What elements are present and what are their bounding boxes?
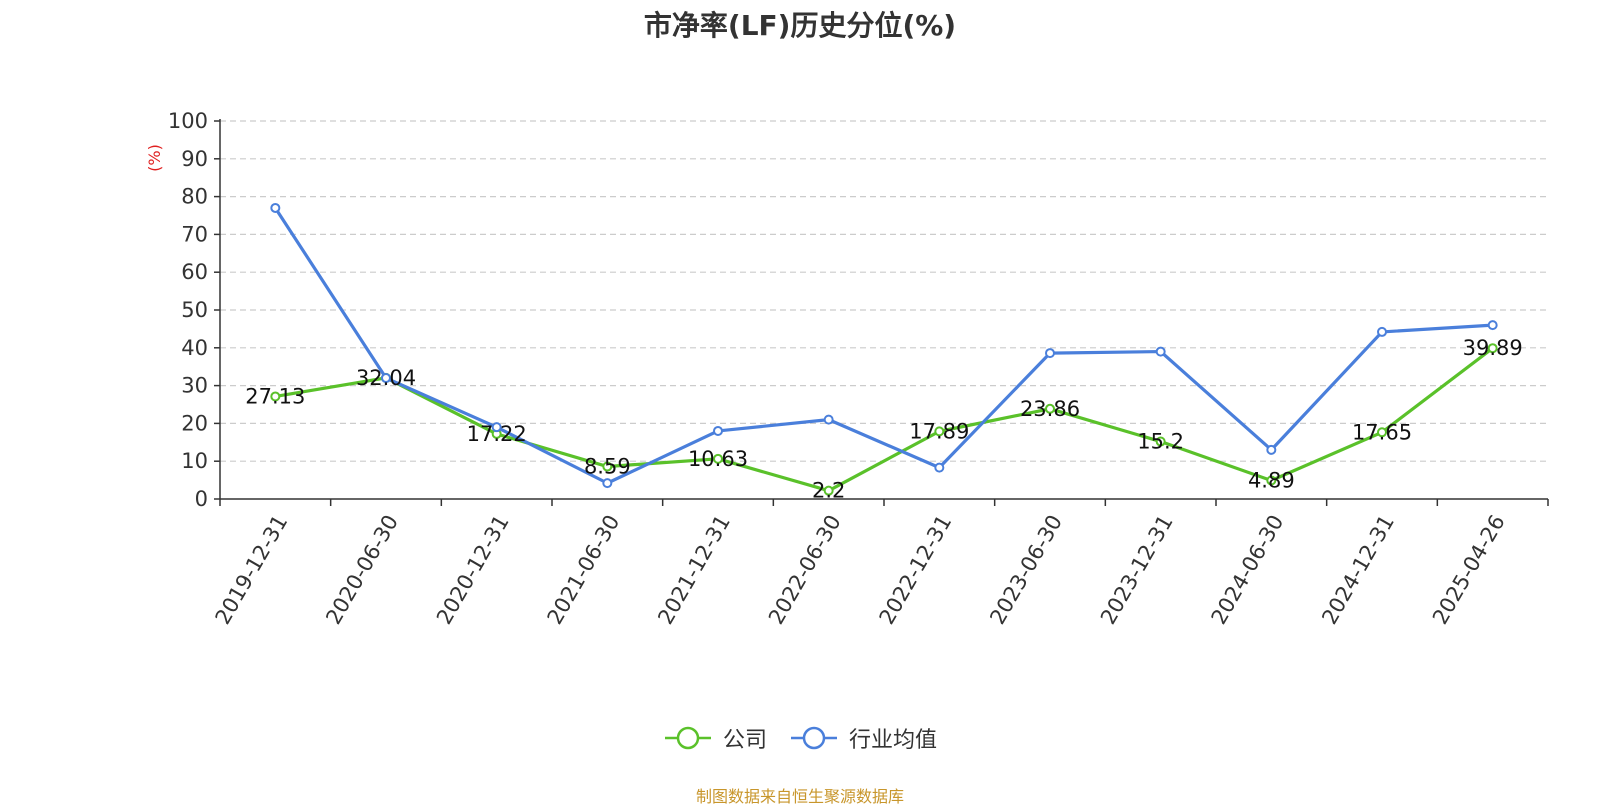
x-tick-label: 2024-12-31 xyxy=(1317,511,1399,629)
x-tick-label: 2023-06-30 xyxy=(985,511,1067,629)
series-1-point xyxy=(1266,444,1277,455)
x-tick-label: 2021-12-31 xyxy=(653,511,735,629)
x-tick-label: 2020-12-31 xyxy=(432,511,514,629)
series-1-point xyxy=(1377,326,1387,337)
series-layer xyxy=(270,202,1498,496)
legend: 公司 行业均值 xyxy=(0,722,1600,754)
series-line-1 xyxy=(273,207,1493,485)
chart-title: 市净率(LF)历史分位(%) xyxy=(643,9,957,42)
grid-lines xyxy=(220,120,1548,462)
legend-item-company[interactable]: 公司 xyxy=(663,722,767,754)
x-tick-label: 2024-06-30 xyxy=(1207,511,1289,629)
data-label: 23.86 xyxy=(1020,397,1080,421)
y-tick-label: 40 xyxy=(181,336,208,360)
source-text: 制图数据来自恒生聚源数据库 xyxy=(695,787,904,806)
series-0-point xyxy=(934,426,945,437)
y-tick-label: 10 xyxy=(181,449,208,473)
legend-industry-line-icon xyxy=(791,726,837,750)
x-tick-label: 2023-12-31 xyxy=(1096,511,1178,629)
y-tick-label: 20 xyxy=(181,411,208,435)
series-1-point xyxy=(491,422,502,433)
data-label: 39.89 xyxy=(1463,336,1523,360)
y-tick-label: 100 xyxy=(168,109,208,133)
data-label: 17.22 xyxy=(467,422,527,446)
series-1-point xyxy=(934,462,945,473)
x-tick-label: 2019-12-31 xyxy=(211,511,293,629)
x-tick-label: 2025-04-26 xyxy=(1428,511,1510,629)
series-0-point xyxy=(1487,343,1498,354)
y-tick-label: 50 xyxy=(181,298,208,322)
data-label: 17.89 xyxy=(909,419,969,443)
data-label: 10.63 xyxy=(688,447,748,471)
y-tick-label: 70 xyxy=(181,222,208,246)
data-label: 4.89 xyxy=(1248,469,1295,493)
series-0-point xyxy=(1266,475,1277,486)
series-0-point xyxy=(1045,403,1055,414)
legend-industry-label: 行业均值 xyxy=(849,728,938,753)
series-1-point xyxy=(602,478,613,489)
series-0-point xyxy=(602,461,613,472)
y-tick-label: 60 xyxy=(181,260,208,284)
y-tick-label: 80 xyxy=(181,185,208,209)
legend-company-line-icon xyxy=(664,726,711,750)
series-0-point xyxy=(1155,436,1166,447)
data-label: 2.2 xyxy=(812,479,845,503)
series-1-point xyxy=(381,373,391,384)
series-1-point xyxy=(823,414,834,425)
series-0-point xyxy=(270,391,281,402)
y-axis-title: (%) xyxy=(145,144,164,172)
x-tick-label: 2022-06-30 xyxy=(764,511,846,629)
data-label: 8.59 xyxy=(584,455,631,479)
y-tick-label: 30 xyxy=(181,374,208,398)
series-0-point xyxy=(1377,427,1387,438)
y-tick-label: 0 xyxy=(195,487,208,511)
series-0-point xyxy=(713,453,723,464)
series-1-point xyxy=(1487,320,1498,331)
data-labels: 27.13 32.04 17.22 8.59 10.63 2.2 17.89 23.86 15.… xyxy=(245,336,1522,502)
series-1-point xyxy=(1045,348,1055,359)
data-label: 17.65 xyxy=(1352,420,1412,444)
data-label: 15.2 xyxy=(1137,430,1184,454)
legend-company-label: 公司 xyxy=(722,728,767,753)
data-label: 27.13 xyxy=(245,384,305,408)
x-tick-label: 2021-06-30 xyxy=(543,511,625,629)
series-1-point xyxy=(1155,346,1166,357)
legend-item-industry[interactable]: 行业均值 xyxy=(789,722,937,754)
series-1-point xyxy=(713,425,723,436)
x-tick-label: 2022-12-31 xyxy=(875,511,957,629)
data-label: 32.04 xyxy=(356,366,416,390)
y-tick-label: 90 xyxy=(181,147,208,171)
series-0-point xyxy=(823,485,834,496)
series-1-point xyxy=(270,202,281,213)
x-tick-label: 2020-06-30 xyxy=(321,511,403,629)
series-line-0 xyxy=(275,346,1494,493)
